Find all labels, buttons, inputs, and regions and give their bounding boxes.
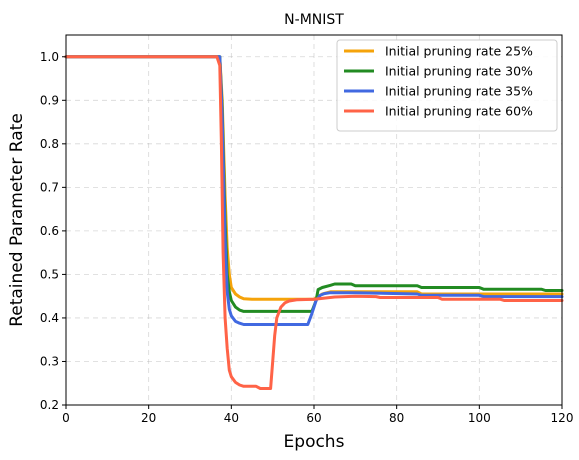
x-tick-label: 40 [224,411,239,425]
legend-label-1: Initial pruning rate 25% [385,44,533,59]
y-tick-label: 0.2 [40,398,59,412]
x-tick-label: 20 [141,411,156,425]
legend-label-3: Initial pruning rate 35% [385,84,533,99]
series-line-4 [64,55,564,390]
x-axis-ticks: 0 20 40 60 80 100 120 [62,405,573,425]
legend: Initial pruning rate 25% Initial pruning … [336,39,558,132]
x-axis-label: Epochs [284,432,345,452]
y-tick-label: 0.5 [40,267,59,281]
x-tick-label: 60 [306,411,321,425]
y-tick-label: 0.3 [40,354,59,368]
x-tick-label: 120 [551,411,574,425]
x-tick-label: 80 [389,411,404,425]
y-tick-label: 0.9 [40,93,59,107]
series-lines [64,55,564,390]
legend-label-2: Initial pruning rate 30% [385,64,533,79]
y-tick-label: 0.8 [40,137,59,151]
y-tick-label: 1.0 [40,50,59,64]
series-line-3 [64,55,564,326]
y-axis-ticks: 0.2 0.3 0.4 0.5 0.6 0.7 0.8 0.9 1.0 [40,50,66,412]
y-tick-label: 0.7 [40,180,59,194]
chart-title: N-MNIST [284,12,344,28]
y-tick-label: 0.6 [40,224,59,238]
y-axis-label: Retained Parameter Rate [7,113,27,327]
legend-label-4: Initial pruning rate 60% [385,104,533,119]
x-tick-label: 100 [468,411,491,425]
legend-box [336,39,558,132]
y-tick-label: 0.4 [40,311,59,325]
x-tick-label: 0 [62,411,70,425]
